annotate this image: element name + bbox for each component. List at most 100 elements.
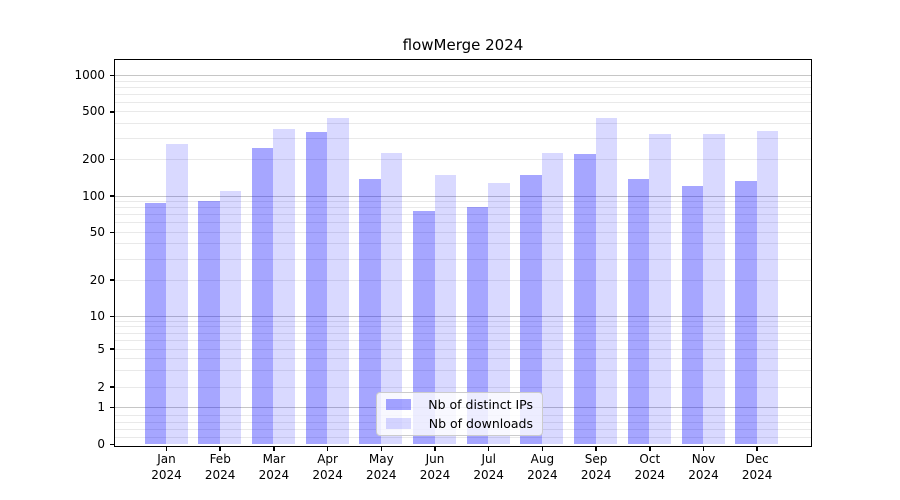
bar-downloads-may — [380, 152, 403, 444]
x-tick-label-year: 2024 — [366, 468, 397, 482]
x-tick-label-month: Aug — [530, 452, 555, 466]
y-tick-mark — [110, 315, 115, 318]
x-tick-mark — [219, 446, 221, 451]
y-tick-mark — [110, 74, 115, 77]
x-tick-label-dec: Dec 2024 — [726, 451, 788, 483]
gridline — [114, 339, 811, 341]
x-tick-label-month: Apr — [317, 452, 338, 466]
gridline — [114, 231, 811, 233]
x-tick-mark — [487, 446, 490, 451]
gridline — [114, 222, 811, 224]
bar-distinct-ips-oct — [627, 179, 650, 444]
chart-title: flowMerge 2024 — [402, 36, 524, 54]
legend-swatch-downloads-icon — [386, 418, 411, 430]
x-tick-label-may: May 2024 — [350, 451, 412, 483]
y-tick-mark — [110, 111, 115, 113]
y-tick-label-5: 5 — [97, 341, 105, 356]
gridline — [114, 332, 811, 334]
gridline — [114, 75, 811, 76]
x-tick-label-month: Dec — [745, 452, 769, 466]
y-tick-label-2: 2 — [97, 379, 105, 394]
y-tick-mark — [110, 231, 115, 234]
x-tick-label-jun: Jun 2024 — [404, 451, 466, 483]
gridline — [114, 326, 811, 328]
bar-distinct-ips-sep — [574, 153, 596, 444]
y-tick-label-0: 0 — [97, 437, 105, 451]
x-tick-label-year: 2024 — [580, 468, 612, 482]
bar-downloads-mar — [273, 129, 295, 444]
x-tick-label-jan: Jan 2024 — [136, 451, 198, 483]
y-tick-label-50: 50 — [89, 224, 105, 239]
bar-distinct-ips-dec — [735, 181, 757, 444]
x-tick-mark — [649, 446, 651, 451]
gridline — [114, 243, 811, 245]
y-tick-mark — [110, 158, 115, 161]
bar-downloads-nov — [703, 134, 725, 444]
legend-label-distinct-ips: Nb of distinct IPs — [428, 396, 533, 412]
x-tick-label-year: 2024 — [634, 468, 666, 482]
y-tick-label-10: 10 — [89, 309, 105, 323]
gridline — [114, 348, 811, 350]
bar-distinct-ips-may — [359, 179, 381, 444]
legend-swatch-distinct-ips-icon — [386, 398, 411, 410]
bar-downloads-oct — [649, 134, 671, 444]
gridline — [114, 258, 811, 260]
x-tick-label-year: 2024 — [688, 468, 719, 482]
gridline — [114, 214, 811, 216]
bar-distinct-ips-jul — [466, 206, 489, 444]
bar-downloads-apr — [327, 118, 349, 444]
gridline — [114, 207, 811, 209]
bar-downloads-jun — [434, 175, 456, 444]
gridline — [114, 122, 811, 124]
x-tick-mark — [702, 446, 705, 451]
legend-item-distinct-ips: Nb of distinct IPs — [386, 396, 533, 413]
x-tick-label-month: Sep — [584, 452, 608, 466]
x-tick-label-year: 2024 — [312, 468, 343, 482]
gridline — [114, 195, 811, 197]
bar-downloads-dec — [756, 131, 779, 444]
bar-downloads-sep — [595, 118, 618, 444]
y-tick-label-1: 1 — [97, 400, 105, 415]
gridline — [114, 201, 811, 202]
legend: Nb of distinct IPs Nb of downloads — [376, 392, 543, 436]
x-tick-mark — [165, 446, 168, 451]
y-tick-mark — [110, 443, 115, 446]
x-tick-label-apr: Apr 2024 — [297, 451, 359, 483]
bar-distinct-ips-mar — [251, 147, 274, 444]
x-tick-label-mar: Mar 2024 — [243, 451, 305, 483]
gridline — [114, 386, 811, 388]
y-tick-mark — [110, 348, 115, 350]
gridline — [114, 320, 811, 322]
bar-distinct-ips-aug — [520, 175, 542, 444]
x-tick-label-year: 2024 — [419, 468, 451, 482]
x-tick-label-jul: Jul 2024 — [458, 451, 520, 483]
bar-downloads-jan — [166, 144, 188, 444]
gridline — [114, 316, 811, 317]
x-tick-label-year: 2024 — [741, 468, 773, 482]
x-tick-mark — [595, 446, 597, 451]
bar-distinct-ips-jan — [144, 203, 166, 444]
gridline — [114, 357, 811, 359]
x-tick-label-month: May — [368, 452, 394, 466]
gridline — [114, 80, 811, 82]
bar-downloads-aug — [541, 152, 564, 444]
x-tick-label-feb: Feb 2024 — [189, 451, 251, 483]
bar-downloads-jul — [488, 183, 510, 444]
x-tick-label-year: 2024 — [151, 468, 182, 482]
gridline — [114, 279, 811, 281]
x-tick-label-month: Feb — [209, 452, 231, 466]
x-tick-label-month: Jun — [425, 452, 445, 466]
x-tick-label-month: Jan — [157, 452, 176, 466]
x-tick-mark — [326, 446, 329, 451]
gridline — [114, 369, 811, 371]
x-tick-label-year: 2024 — [473, 468, 504, 482]
y-tick-mark — [110, 386, 115, 388]
gridline — [114, 138, 811, 139]
x-tick-label-year: 2024 — [527, 468, 558, 482]
bar-distinct-ips-jun — [413, 210, 435, 444]
bar-distinct-ips-nov — [681, 186, 703, 444]
y-tick-label-20: 20 — [89, 272, 105, 287]
x-tick-label-year: 2024 — [258, 468, 290, 482]
x-tick-label-month: Nov — [691, 452, 716, 466]
